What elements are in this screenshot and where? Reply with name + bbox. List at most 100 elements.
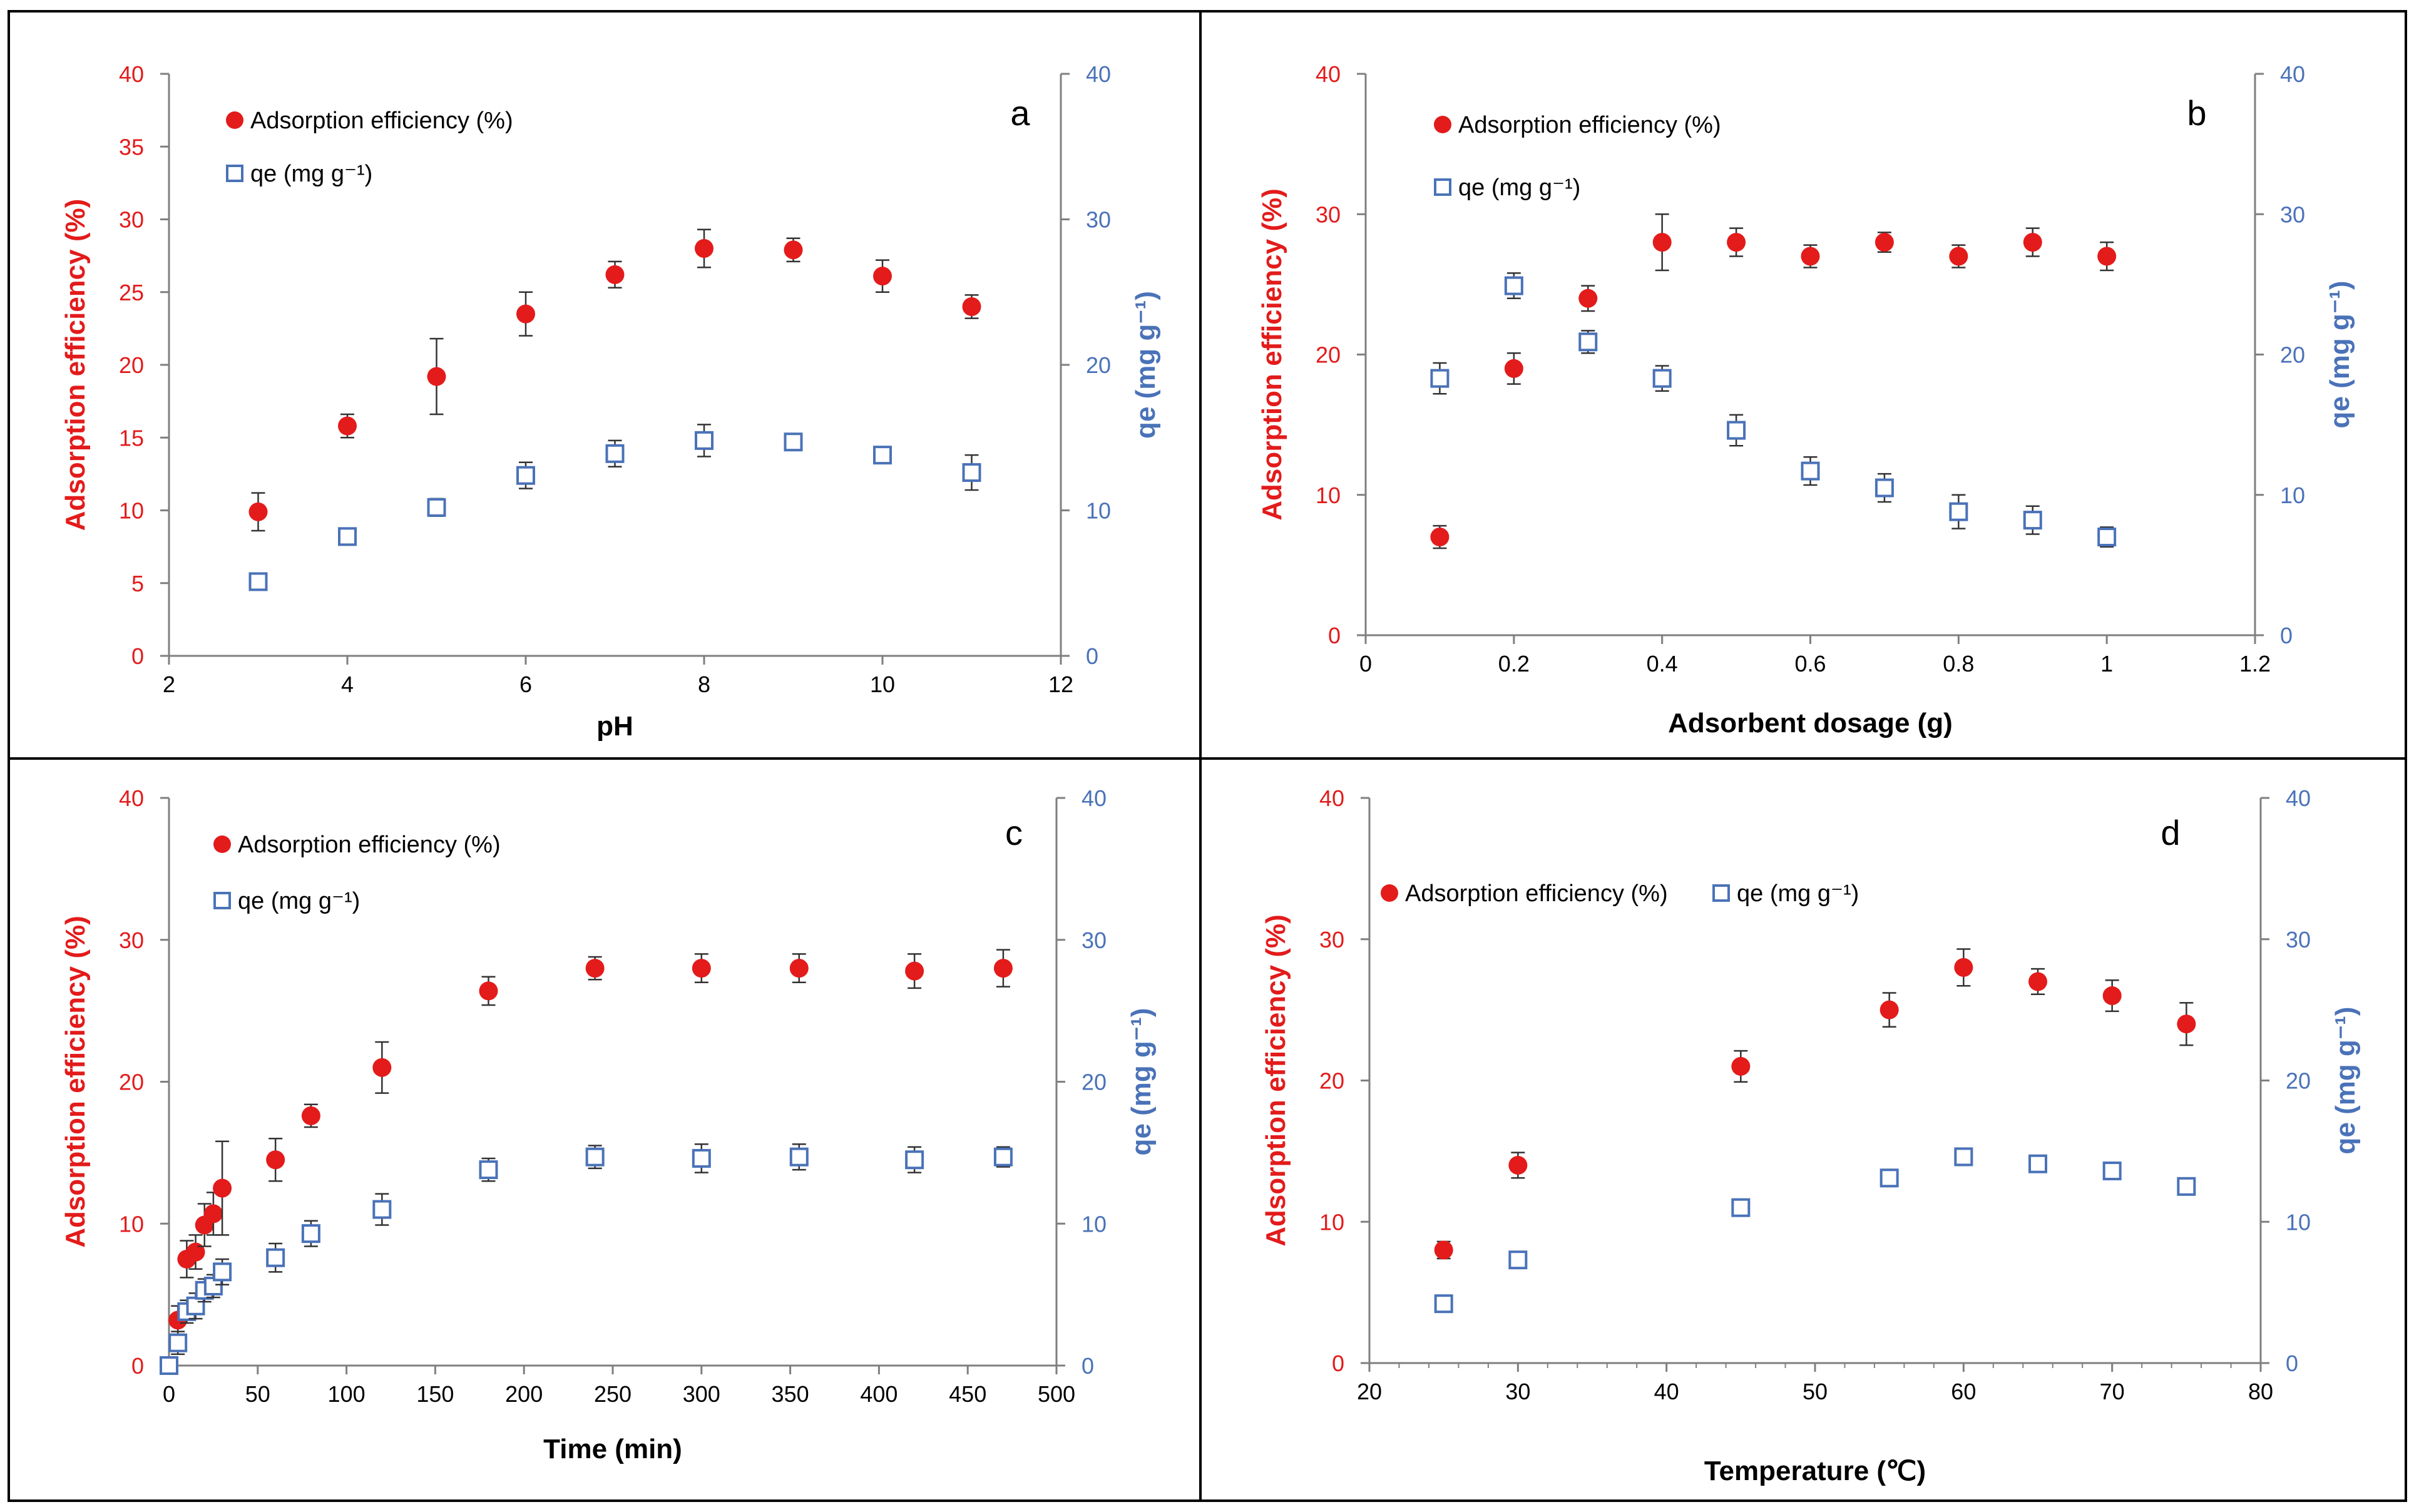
x-tick-label: 0.2 [1498,651,1530,677]
legend-label: Adsorption efficiency (%) [238,832,501,858]
legend-label: Adsorption efficiency (%) [1458,112,1721,138]
data-point-efficiency [1727,233,1746,252]
data-point-qe [1880,1168,1899,1188]
x-tick-label: 40 [1654,1379,1679,1404]
x-tick-label: 12 [1048,672,1073,697]
data-point-qe [1504,276,1523,295]
data-point-qe [1954,1147,1973,1167]
left-tick-label: 20 [119,352,144,378]
legend-marker-circle [1434,116,1451,133]
right-axis-title: qe (mg g⁻¹) [2330,1007,2361,1155]
chart-panel-c: 0 50 100 150 200 250 300 350 400 450 5000102030400… [60,785,1157,1464]
legend-marker-square [1712,884,1730,902]
data-point-efficiency [427,367,446,386]
data-point-qe [2097,528,2117,547]
data-point-qe [248,572,268,591]
series-adsorption-efficiency [1434,948,2196,1260]
data-point-efficiency [1652,233,1672,252]
data-point-qe [186,1296,205,1315]
data-point-qe [168,1333,188,1352]
right-tick-label: 0 [1082,1353,1094,1379]
data-point-efficiency [2028,972,2047,991]
right-axis-title: qe (mg g⁻¹) [1126,1008,1157,1156]
legend-label: Adsorption efficiency (%) [1405,881,1668,907]
x-tick-label: 450 [949,1381,986,1407]
data-point-efficiency [301,1106,320,1125]
data-point-qe [784,432,803,452]
data-point-efficiency [1508,1155,1528,1175]
left-tick-label: 30 [1319,927,1344,953]
data-point-qe [1508,1250,1528,1270]
x-tick-label: 1 [2100,651,2113,677]
left-tick-label: 0 [1328,623,1341,648]
x-tick-label: 500 [1038,1381,1075,1407]
data-point-efficiency [372,1058,392,1077]
right-tick-label: 30 [1082,927,1107,953]
data-point-efficiency [1434,1240,1453,1260]
data-point-efficiency [213,1178,232,1198]
x-tick-label: 60 [1951,1379,1976,1404]
data-point-efficiency [203,1204,223,1223]
right-tick-label: 30 [1086,207,1111,233]
data-point-qe [338,527,357,546]
legend-label: qe (mg g⁻¹) [1737,881,1859,907]
series-qe [1430,272,2117,548]
data-point-efficiency [1504,359,1523,378]
data-point-qe [2102,1161,2122,1180]
left-axis-title: Adsorption efficiency (%) [1257,188,1287,521]
legend-entry: qe (mg g⁻¹) [1434,175,1580,201]
x-tick-label: 250 [594,1381,632,1407]
x-tick-label: 400 [860,1381,898,1407]
panel-letter: a [1010,93,1030,133]
legend-entry: Adsorption efficiency (%) [226,108,513,134]
data-point-efficiency [962,297,981,316]
legend-label: Adsorption efficiency (%) [250,108,513,134]
x-tick-label: 1.2 [2239,651,2271,677]
data-point-efficiency [789,959,809,978]
legend-entry: qe (mg g⁻¹) [226,161,372,187]
left-tick-label: 5 [131,571,144,596]
left-tick-label: 40 [119,61,144,87]
data-point-qe [160,1356,178,1375]
right-tick-label: 40 [2286,785,2311,811]
figure-border [8,10,2407,1502]
left-tick-label: 20 [119,1070,144,1095]
panel-letter: c [1005,813,1023,852]
left-tick-label: 20 [1316,342,1341,368]
data-point-qe [516,466,535,485]
series-adsorption-efficiency [160,949,1013,1375]
data-point-qe [962,463,981,483]
left-tick-label: 10 [1316,483,1341,508]
x-tick-label: 30 [1505,1379,1530,1404]
legend-marker-circle [213,835,231,853]
x-tick-label: 70 [2100,1379,2125,1404]
right-tick-label: 30 [2280,202,2305,227]
data-point-qe [692,1148,711,1168]
x-tick-label: 0 [163,1381,175,1407]
series-qe [1434,1147,2196,1314]
x-tick-label: 8 [698,672,710,697]
data-point-qe [372,1200,392,1219]
x-tick-label: 0.4 [1647,651,1678,677]
right-tick-label: 40 [2280,61,2305,87]
x-tick-label: 0.8 [1943,651,1974,677]
left-tick-label: 25 [119,280,144,305]
left-axis-title: Adsorption efficiency (%) [60,916,91,1248]
data-point-qe [479,1160,498,1180]
chart-panel-a: 2 4 6 8 10 12 0 5 10 15 20 25 30 35 40 0 10 20 30 40 pH Adsor… [60,61,1161,742]
x-tick-label: 300 [683,1381,720,1407]
data-point-efficiency [266,1150,285,1170]
data-point-qe [905,1150,924,1170]
right-tick-label: 20 [1086,352,1111,378]
x-tick-label: 20 [1357,1379,1382,1404]
data-point-efficiency [605,265,625,284]
legend-entry: qe (mg g⁻¹) [213,888,360,914]
right-tick-label: 20 [1082,1070,1107,1095]
data-point-qe [1727,421,1746,440]
data-point-efficiency [1578,289,1598,308]
legend-entry: Adsorption efficiency (%) [213,832,501,858]
x-tick-label: 200 [505,1381,543,1407]
x-axis-title: pH [596,711,633,742]
data-point-efficiency [784,240,803,260]
data-point-qe [585,1147,605,1167]
